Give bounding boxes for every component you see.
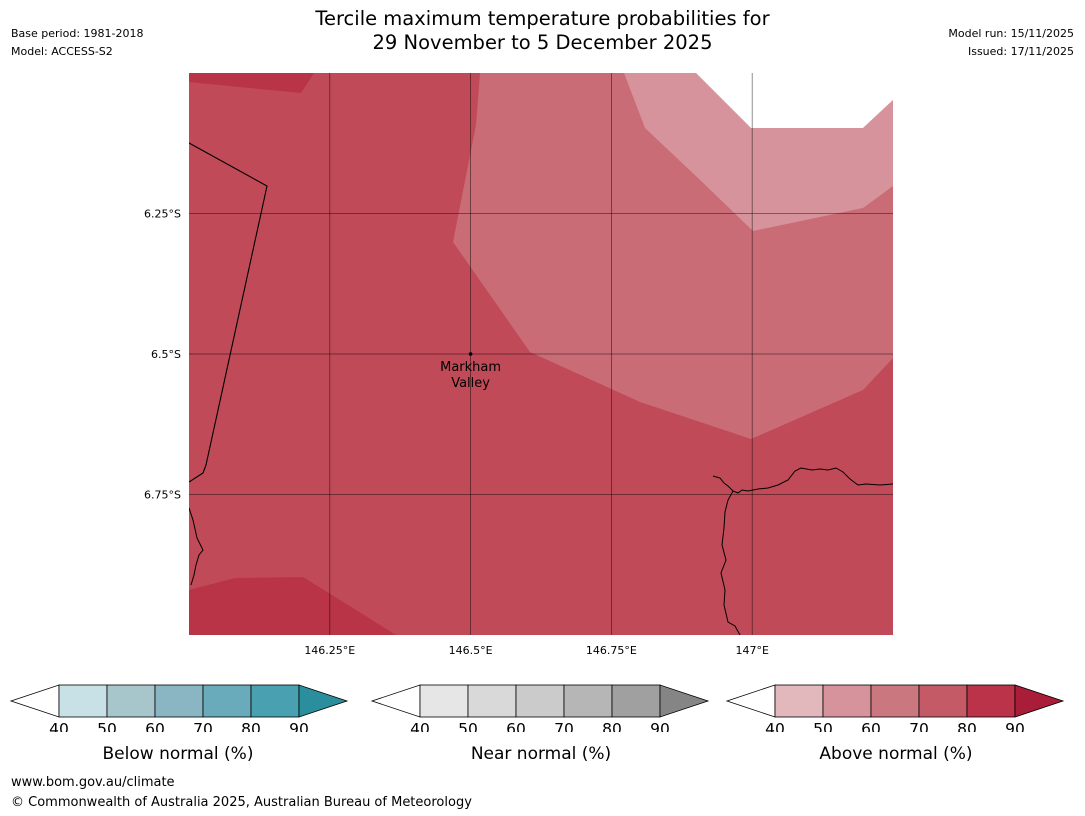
colorbar-tick-label: 90 <box>650 720 670 732</box>
lat-tick-label: 6.5°S <box>151 348 181 361</box>
legend-above-title: Above normal (%) <box>819 744 973 764</box>
colorbar-segment <box>58 684 108 718</box>
colorbar-max-arrow <box>1014 684 1065 718</box>
colorbar-segment <box>419 684 469 718</box>
map-title: Tercile maximum temperature probabilitie… <box>0 7 1085 55</box>
no-data-area <box>696 73 893 128</box>
lat-tick-label: 6.75°S <box>144 489 181 502</box>
colorbar-tick-label: 90 <box>289 720 309 732</box>
colorbar-segment <box>106 684 156 718</box>
probability-map: 146.25°E 146.5°E 146.75°E 147°E 6.25°S 6.5°S 6… <box>144 73 893 658</box>
colorbar-min-arrow <box>725 684 776 718</box>
legend-near-title: Near normal (%) <box>470 744 612 764</box>
axis-labels: 146.25°E 146.5°E 146.75°E 147°E 6.25°S 6.5°S 6… <box>144 208 769 658</box>
colorbar-tick-label: 40 <box>765 720 785 732</box>
colorbar-tick-label: 40 <box>410 720 430 732</box>
title-line-1: Tercile maximum temperature probabilitie… <box>315 7 770 30</box>
lon-tick-label: 146.25°E <box>304 644 355 657</box>
metadata-right: Model run: 15/11/2025 Issued: 17/11/2025 <box>948 25 1074 61</box>
colorbar-tick-label: 70 <box>554 720 574 732</box>
place-marker <box>468 352 473 356</box>
colorbar-segment <box>774 684 824 718</box>
colorbar-segment <box>918 684 968 718</box>
legend-below-colorbar: 40 50 60 70 80 90 <box>9 684 349 732</box>
colorbar-tick-label: 80 <box>602 720 622 732</box>
issued-text: Issued: 17/11/2025 <box>967 45 1074 58</box>
colorbar-segment <box>154 684 204 718</box>
model-run-text: Model run: 15/11/2025 <box>948 27 1074 40</box>
metadata-left: Base period: 1981-2018 Model: ACCESS-S2 <box>11 25 143 61</box>
legend-near-colorbar: 40 50 60 70 80 90 <box>370 684 710 732</box>
lon-tick-label: 146.75°E <box>586 644 637 657</box>
colorbar-min-arrow <box>9 684 60 718</box>
colorbar-tick-label: 80 <box>241 720 261 732</box>
colorbar-max-arrow <box>298 684 349 718</box>
colorbar-tick-label: 60 <box>145 720 165 732</box>
coastline-east <box>712 467 893 494</box>
region-50-60 <box>624 73 893 231</box>
colorbar-segment <box>202 684 252 718</box>
legend-above-colorbar: 40 50 60 70 80 90 <box>725 684 1065 732</box>
colorbar-tick-label: 50 <box>813 720 833 732</box>
footer-url[interactable]: www.bom.gov.au/climate <box>11 775 175 790</box>
colorbar-segment <box>870 684 920 718</box>
colorbar-tick-label: 50 <box>458 720 478 732</box>
colorbar-tick-label: 60 <box>506 720 526 732</box>
lat-tick-label: 6.25°S <box>144 208 181 221</box>
title-line-2: 29 November to 5 December 2025 <box>372 31 713 54</box>
coastline-river <box>720 490 741 635</box>
colorbar-segment <box>966 684 1016 718</box>
legend-below-title: Below normal (%) <box>102 744 254 764</box>
model-text: Model: ACCESS-S2 <box>11 45 113 58</box>
base-period-text: Base period: 1981-2018 <box>11 27 144 40</box>
colorbar-segment <box>611 684 661 718</box>
lon-tick-label: 146.5°E <box>449 644 493 657</box>
colorbar-tick-label: 90 <box>1005 720 1025 732</box>
colorbar-segment <box>467 684 517 718</box>
colorbar-max-arrow <box>659 684 710 718</box>
colorbar-segment <box>563 684 613 718</box>
colorbar-tick-label: 40 <box>49 720 69 732</box>
region-80-90-south <box>189 577 396 635</box>
place-label-line2: Valley <box>451 376 490 391</box>
colorbar-tick-label: 70 <box>193 720 213 732</box>
lon-tick-label: 147°E <box>735 644 768 657</box>
colorbar-segment <box>250 684 300 718</box>
colorbar-tick-label: 50 <box>97 720 117 732</box>
place-label-line1: Markham <box>440 360 501 375</box>
coastline-west <box>189 507 204 586</box>
province-border <box>189 142 268 483</box>
footer-copyright: © Commonwealth of Australia 2025, Austra… <box>11 795 472 810</box>
colorbar-min-arrow <box>370 684 421 718</box>
region-80-90-north <box>189 73 314 93</box>
colorbar-tick-label: 80 <box>957 720 977 732</box>
colorbar-tick-label: 60 <box>861 720 881 732</box>
colorbar-tick-label: 70 <box>909 720 929 732</box>
colorbar-segment <box>822 684 872 718</box>
colorbar-segment <box>515 684 565 718</box>
